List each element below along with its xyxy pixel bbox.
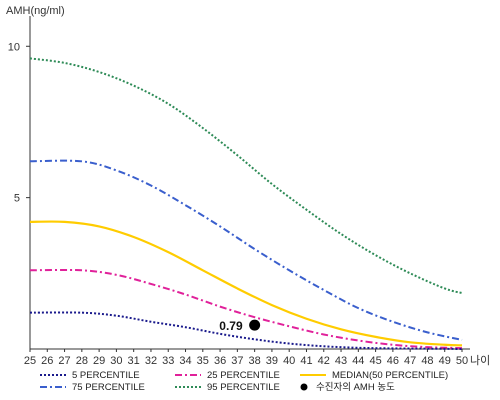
series-line-25-percentile	[29, 268, 463, 350]
legend-label: 25 PERCENTILE	[207, 370, 280, 381]
x-tick-label: 27	[58, 355, 70, 367]
x-tick-label: 39	[266, 355, 278, 367]
legend-label: MEDIAN(50 PERCENTILE)	[332, 370, 448, 381]
y-ticks: 5 10	[8, 41, 30, 205]
x-tick-label: 29	[93, 355, 105, 367]
series-line-95-percentile	[29, 57, 463, 294]
x-tick-label: 48	[421, 355, 433, 367]
series-layer	[29, 57, 463, 350]
legend-label: 5 PERCENTILE	[72, 370, 140, 381]
y-axis-title: AMH(ng/ml)	[6, 5, 65, 17]
x-tick-label: 25	[24, 355, 36, 367]
x-tick-label: 50	[456, 355, 468, 367]
x-tick-label: 33	[162, 355, 174, 367]
x-tick-label: 32	[145, 355, 157, 367]
y-tick-label: 5	[14, 193, 20, 205]
x-ticks: 25 26 27 28 29 30 31 32 33 34 35 36 37 38 39 40 41 42 43 44…	[24, 349, 468, 367]
x-tick-label: 37	[231, 355, 243, 367]
legend-label: 수진자의 AMH 농도	[316, 382, 395, 393]
x-tick-label: 46	[387, 355, 399, 367]
legend-label: 95 PERCENTILE	[207, 382, 280, 393]
x-tick-label: 41	[300, 355, 312, 367]
x-axis-title: 나이	[470, 354, 490, 367]
legend: 5 PERCENTILE 25 PERCENTILE MEDIAN(50 PERCE…	[40, 370, 448, 393]
x-tick-label: 49	[439, 355, 451, 367]
x-tick-label: 40	[283, 355, 295, 367]
legend-label: 75 PERCENTILE	[72, 382, 145, 393]
y-tick-label: 10	[8, 41, 20, 53]
patient-amh-point	[249, 319, 261, 331]
x-tick-label: 47	[404, 355, 416, 367]
series-line-5-percentile	[29, 311, 463, 350]
axes	[29, 16, 470, 350]
x-tick-label: 44	[352, 355, 364, 367]
legend-swatch	[300, 383, 308, 391]
x-tick-label: 43	[335, 355, 347, 367]
x-tick-label: 34	[179, 355, 191, 367]
x-tick-label: 38	[249, 355, 261, 367]
x-tick-label: 45	[369, 355, 381, 367]
x-tick-label: 31	[128, 355, 140, 367]
patient-amh-label: 0.79	[219, 319, 243, 333]
x-tick-label: 35	[197, 355, 209, 367]
x-tick-label: 30	[110, 355, 122, 367]
x-tick-label: 26	[41, 355, 53, 367]
x-tick-label: 36	[214, 355, 226, 367]
x-tick-label: 28	[76, 355, 88, 367]
x-tick-label: 42	[318, 355, 330, 367]
series-line-median-50-percentile	[29, 220, 463, 347]
point-layer: 0.79	[219, 319, 261, 333]
